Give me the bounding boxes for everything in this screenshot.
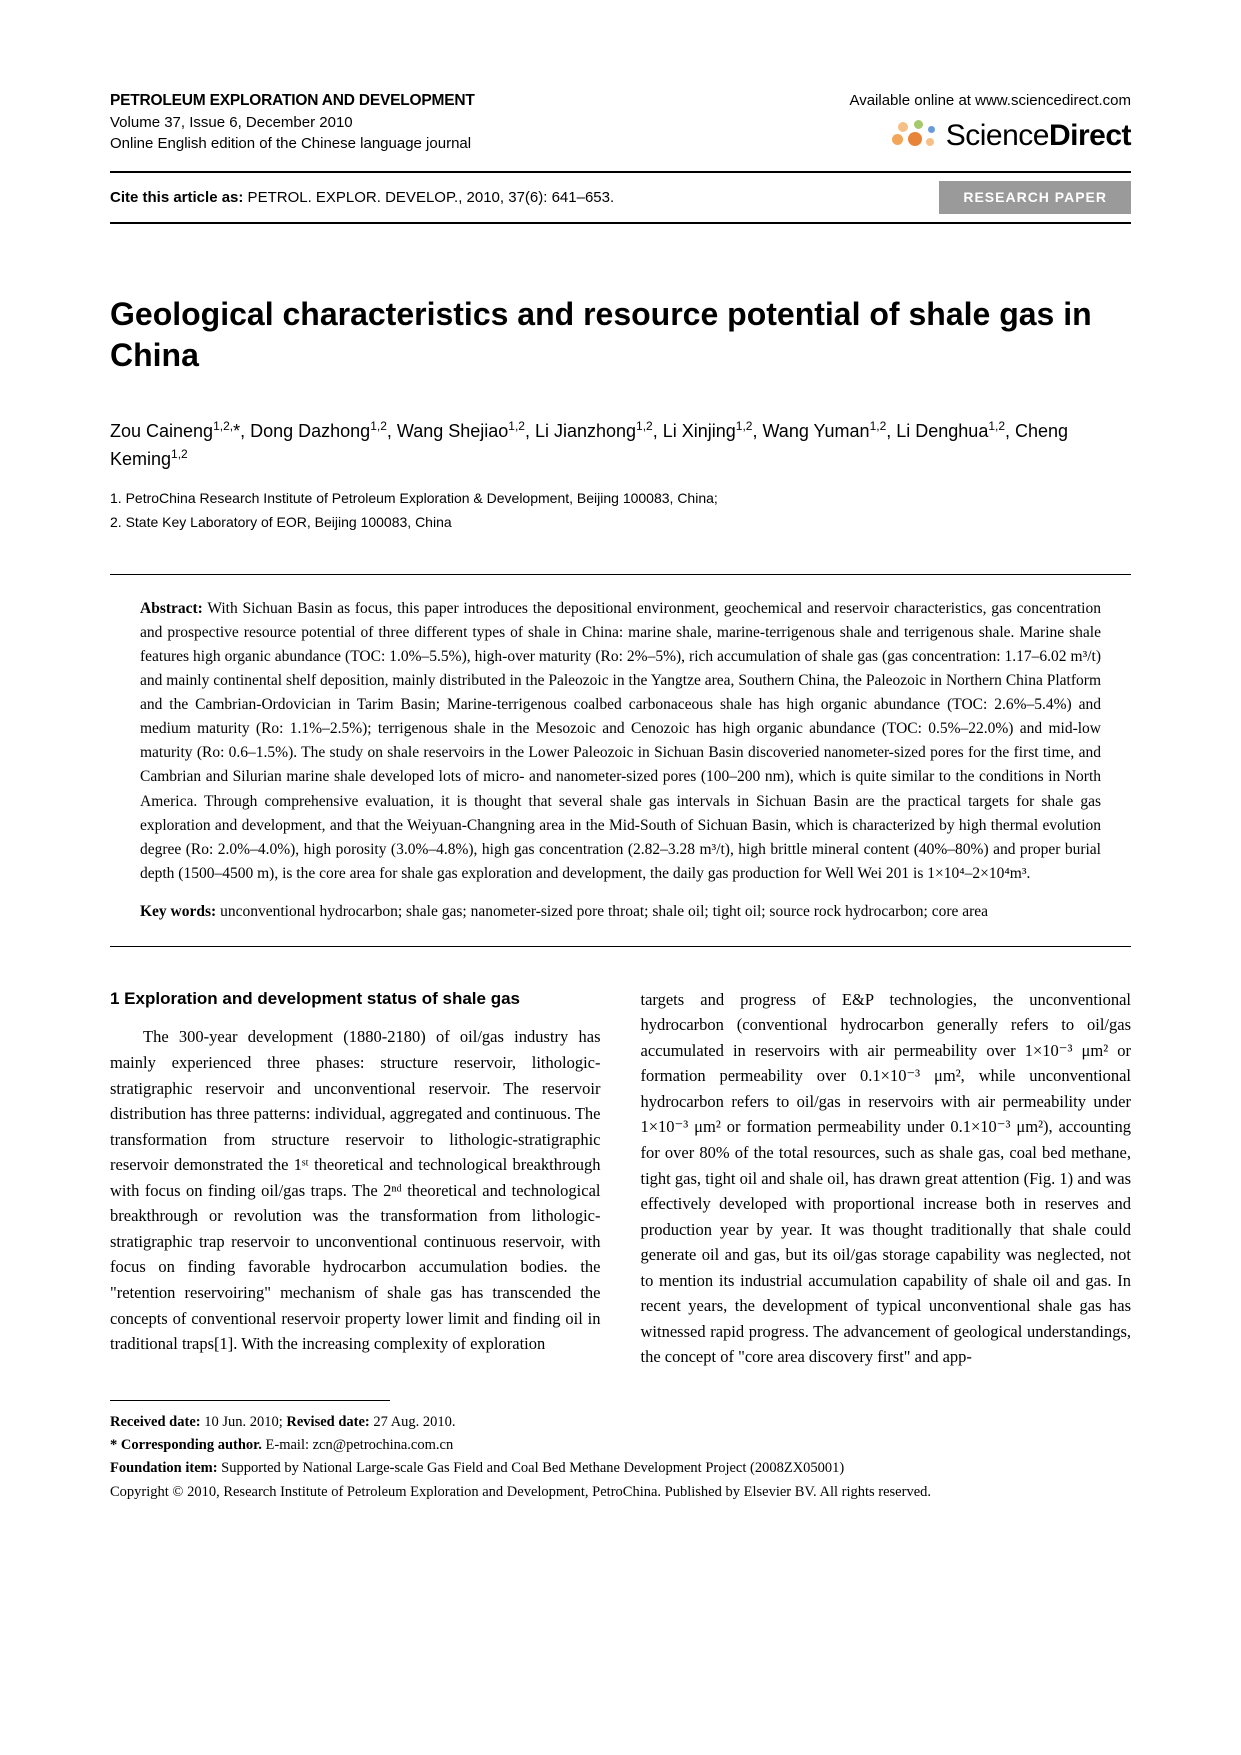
column-left: 1 Exploration and development status of … — [110, 987, 601, 1370]
foundation-label: Foundation item: — [110, 1460, 218, 1476]
revised-label: Revised date: — [286, 1414, 369, 1430]
column-right: targets and progress of E&P technologies… — [641, 987, 1132, 1370]
footer-block: Received date: 10 Jun. 2010; Revised dat… — [110, 1411, 1131, 1504]
header-rule-2 — [110, 222, 1131, 224]
section-1-col1-text: The 300-year development (1880-2180) of … — [110, 1024, 601, 1356]
brand-light: Science — [946, 119, 1049, 152]
revised-date: 27 Aug. 2010. — [370, 1414, 456, 1430]
foundation-line: Foundation item: Supported by National L… — [110, 1457, 1131, 1480]
cite-value: PETROL. EXPLOR. DEVELOP., 2010, 37(6): 6… — [243, 189, 614, 206]
foundation-text: Supported by National Large-scale Gas Fi… — [218, 1460, 845, 1476]
received-revised-line: Received date: 10 Jun. 2010; Revised dat… — [110, 1411, 1131, 1434]
abstract-paragraph: Abstract: With Sichuan Basin as focus, t… — [140, 597, 1101, 885]
brand-bold: Direct — [1049, 119, 1131, 152]
received-label: Received date: — [110, 1414, 201, 1430]
abstract-text: With Sichuan Basin as focus, this paper … — [140, 600, 1101, 881]
keywords-text: unconventional hydrocarbon; shale gas; n… — [216, 903, 988, 920]
sciencedirect-wordmark: ScienceDirect — [946, 115, 1131, 157]
sciencedirect-brand: ScienceDirect — [849, 115, 1131, 157]
available-online: Available online at www.sciencedirect.co… — [849, 90, 1131, 111]
cite-label: Cite this article as: — [110, 189, 243, 206]
keywords-line: Key words: unconventional hydrocarbon; s… — [140, 900, 1101, 924]
section-1-col2-text: targets and progress of E&P technologies… — [641, 987, 1132, 1370]
sciencedirect-dots-icon — [892, 120, 940, 152]
header-left: PETROLEUM EXPLORATION AND DEVELOPMENT Vo… — [110, 90, 475, 154]
corresponding-author-line: * Corresponding author. E-mail: zcn@petr… — [110, 1434, 1131, 1457]
abstract-label: Abstract: — [140, 600, 203, 617]
copyright-line: Copyright © 2010, Research Institute of … — [110, 1481, 1131, 1504]
corr-label: * Corresponding author. — [110, 1437, 262, 1453]
affiliation-2: 2. State Key Laboratory of EOR, Beijing … — [110, 511, 1131, 535]
affiliations: 1. PetroChina Research Institute of Petr… — [110, 487, 1131, 535]
abstract-box: Abstract: With Sichuan Basin as focus, t… — [110, 574, 1131, 946]
header-right: Available online at www.sciencedirect.co… — [849, 90, 1131, 157]
journal-name: PETROLEUM EXPLORATION AND DEVELOPMENT — [110, 90, 475, 112]
affiliation-1: 1. PetroChina Research Institute of Petr… — [110, 487, 1131, 511]
edition-line: Online English edition of the Chinese la… — [110, 133, 475, 154]
cite-text: Cite this article as: PETROL. EXPLOR. DE… — [110, 187, 614, 208]
research-paper-badge: RESEARCH PAPER — [939, 181, 1131, 215]
body-columns: 1 Exploration and development status of … — [110, 987, 1131, 1370]
cite-row: Cite this article as: PETROL. EXPLOR. DE… — [110, 173, 1131, 223]
volume-issue: Volume 37, Issue 6, December 2010 — [110, 112, 475, 133]
section-1-heading: 1 Exploration and development status of … — [110, 987, 601, 1011]
corr-email: E-mail: zcn@petrochina.com.cn — [262, 1437, 453, 1453]
article-title: Geological characteristics and resource … — [110, 294, 1131, 377]
header-top: PETROLEUM EXPLORATION AND DEVELOPMENT Vo… — [110, 90, 1131, 157]
authors-line: Zou Caineng1,2,*, Dong Dazhong1,2, Wang … — [110, 417, 1131, 473]
keywords-label: Key words: — [140, 903, 216, 920]
footer-rule — [110, 1400, 390, 1401]
received-date: 10 Jun. 2010; — [201, 1414, 287, 1430]
